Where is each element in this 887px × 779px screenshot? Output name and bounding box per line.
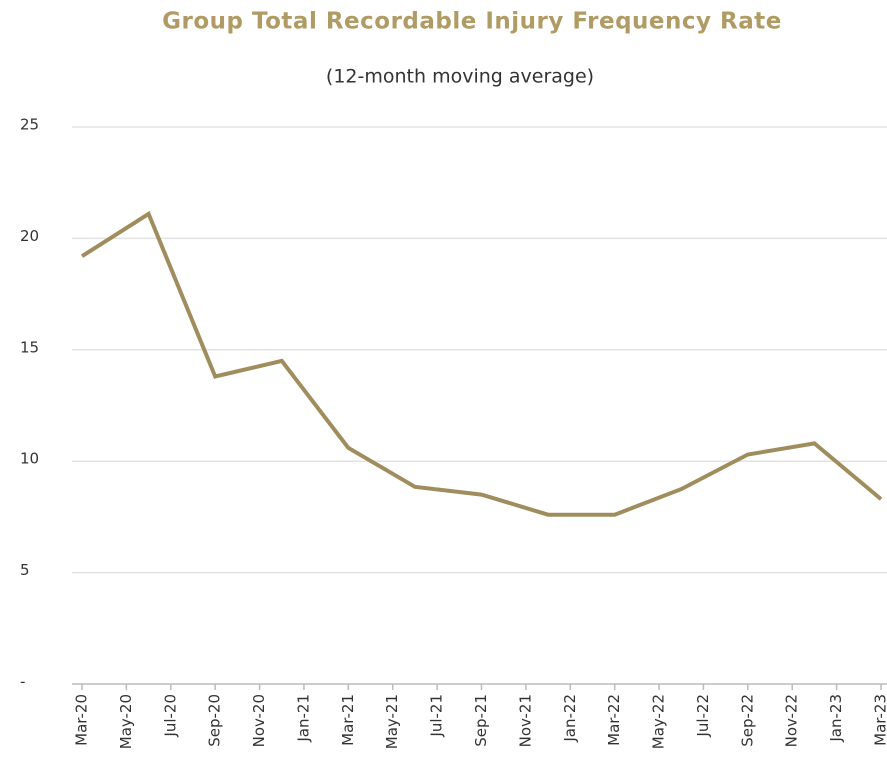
- chart-title: Group Total Recordable Injury Frequency …: [162, 9, 782, 35]
- x-tick-label: Mar-20: [73, 694, 91, 746]
- y-tick-label: 10: [20, 450, 39, 468]
- y-tick-label: 15: [20, 338, 39, 356]
- x-tick-label: May-22: [650, 694, 668, 749]
- x-tick-label: Nov-21: [516, 694, 534, 747]
- x-tick-label: Sep-22: [738, 694, 756, 747]
- data-line: [80, 210, 883, 517]
- x-tick-label: Jul-20: [161, 694, 179, 738]
- x-tick-label: Sep-21: [472, 694, 490, 747]
- x-tick-label: Mar-23: [872, 694, 887, 746]
- y-tick-label: 20: [20, 227, 39, 245]
- x-tick-label: May-21: [383, 694, 401, 749]
- x-tick-label: Nov-22: [783, 694, 801, 747]
- x-tick-label: Mar-22: [605, 694, 623, 746]
- y-tick-label: -: [20, 673, 25, 691]
- x-tick-label: Jul-22: [694, 694, 712, 738]
- x-tick-label: Mar-21: [339, 694, 357, 746]
- x-tick-label: Jan-23: [827, 694, 845, 743]
- y-tick-label: 25: [20, 116, 39, 134]
- x-tick-label: Sep-20: [206, 694, 224, 747]
- x-tick-label: Jan-22: [561, 694, 579, 743]
- x-tick-label: Jul-21: [428, 694, 446, 738]
- x-tick-label: Jan-21: [294, 694, 312, 743]
- y-tick-label: 5: [20, 561, 30, 579]
- x-tick-label: Nov-20: [250, 694, 268, 747]
- chart-subtitle: (12-month moving average): [326, 66, 594, 88]
- x-tick-label: May-20: [117, 694, 135, 749]
